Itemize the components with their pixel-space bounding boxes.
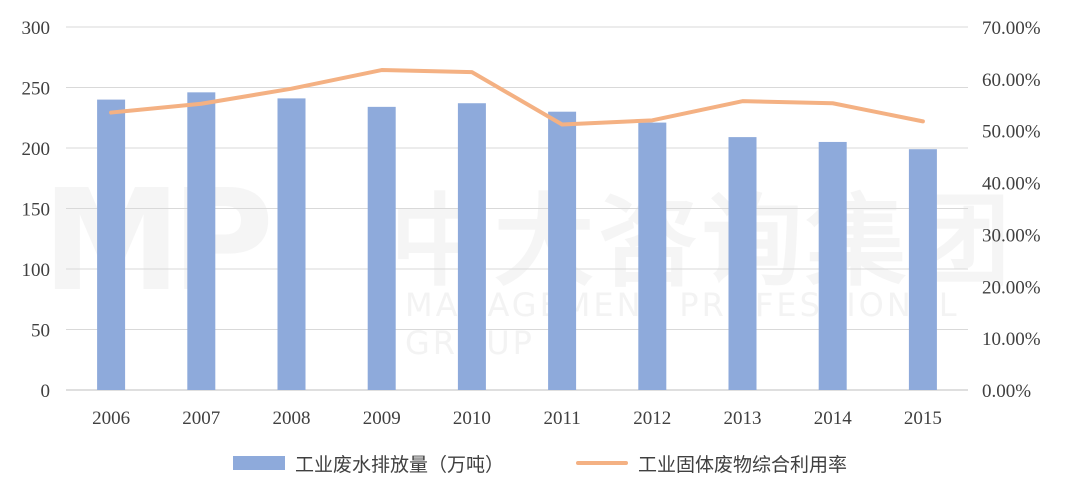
y-left-tick-label: 250: [22, 79, 51, 100]
chart: 0 50 100 150 200 250 300 0.00% 10.00% 20.00% 30.0…: [22, 18, 1041, 429]
legend: 工业废水排放量（万吨） 工业固体废物综合利用率: [0, 446, 1080, 480]
line-series: [109, 68, 925, 127]
y-right-tick-label: 40.00%: [982, 174, 1041, 195]
bar-2012: [638, 122, 667, 390]
bar-2008: [277, 98, 306, 390]
y-right-tick-label: 0.00%: [982, 381, 1031, 402]
utilization-line: [109, 68, 925, 127]
bar-2013: [728, 137, 757, 390]
x-tick-label: 2013: [724, 408, 762, 429]
legend-swatch-line: [576, 461, 628, 465]
y-left-tick-label: 50: [31, 321, 50, 342]
x-tick-label: 2015: [904, 408, 942, 429]
x-tick-label: 2011: [543, 408, 580, 429]
x-tick-label: 2008: [273, 408, 311, 429]
bar-2011: [548, 111, 577, 390]
y-left-tick-label: 300: [22, 18, 51, 39]
x-tick-label: 2010: [453, 408, 491, 429]
bar-series: [97, 92, 937, 391]
y-right-tick-label: 30.00%: [982, 225, 1041, 246]
x-tick-label: 2014: [814, 408, 853, 429]
y-left-tick-label: 0: [41, 381, 51, 402]
y-left-tick-label: 200: [22, 139, 51, 160]
y-left-tick-label: 150: [22, 200, 51, 221]
y-right-tick-label: 20.00%: [982, 277, 1041, 298]
bar-2010: [457, 103, 486, 390]
x-tick-label: 2009: [363, 408, 401, 429]
y-right-tick-label: 10.00%: [982, 329, 1041, 350]
bar-2009: [367, 106, 396, 391]
y-right-tick-label: 60.00%: [982, 70, 1041, 91]
legend-swatch-bar: [232, 456, 285, 470]
bar-2006: [97, 99, 126, 390]
y-axis-right: 0.00% 10.00% 20.00% 30.00% 40.00% 50.00% 60.00…: [982, 18, 1041, 402]
legend-item-line: 工业固体废物综合利用率: [576, 450, 847, 477]
y-right-tick-label: 50.00%: [982, 122, 1041, 143]
y-axis-left: 0 50 100 150 200 250 300: [22, 18, 51, 402]
x-tick-label: 2007: [182, 408, 220, 429]
bar-2015: [908, 149, 937, 390]
bar-2007: [187, 92, 216, 390]
legend-item-bar: 工业废水排放量（万吨）: [232, 450, 504, 477]
x-tick-label: 2012: [633, 408, 671, 429]
legend-label-bar: 工业废水排放量（万吨）: [294, 453, 504, 476]
bar-2014: [818, 141, 847, 390]
legend-label-line: 工业固体废物综合利用率: [638, 453, 848, 476]
x-axis: 2006 2007 2008 2009 2010 2011 2012 2013 2014 2015: [92, 408, 942, 429]
x-tick-label: 2006: [92, 408, 130, 429]
gridlines: [66, 26, 968, 391]
y-left-tick-label: 100: [22, 260, 51, 281]
y-right-tick-label: 70.00%: [982, 18, 1041, 39]
